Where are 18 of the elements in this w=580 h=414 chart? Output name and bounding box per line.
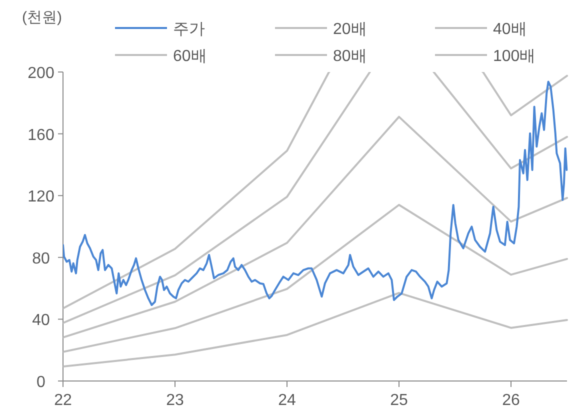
y-tick-label: 120	[28, 188, 54, 206]
y-tick-label: 40	[32, 312, 50, 330]
y-tick-label: 200	[28, 65, 54, 82]
x-tick-label: 23	[166, 392, 184, 409]
y-tick-label: 80	[32, 250, 50, 268]
y-tick-label: 160	[28, 126, 54, 144]
legend-label: 60배	[173, 48, 207, 65]
legend-label: 40배	[493, 21, 527, 38]
y-axis-title: (천원)	[22, 9, 62, 26]
x-tick-label: 25	[390, 392, 408, 409]
legend-label: 주가	[173, 21, 205, 38]
legend-label: 20배	[333, 21, 367, 38]
legend-label: 80배	[333, 48, 367, 65]
x-tick-label: 24	[278, 392, 296, 409]
x-tick-label: 22	[54, 392, 72, 409]
legend-label: 100배	[493, 48, 536, 65]
y-tick-label: 0	[36, 374, 46, 391]
x-tick-label: 26	[502, 392, 520, 409]
